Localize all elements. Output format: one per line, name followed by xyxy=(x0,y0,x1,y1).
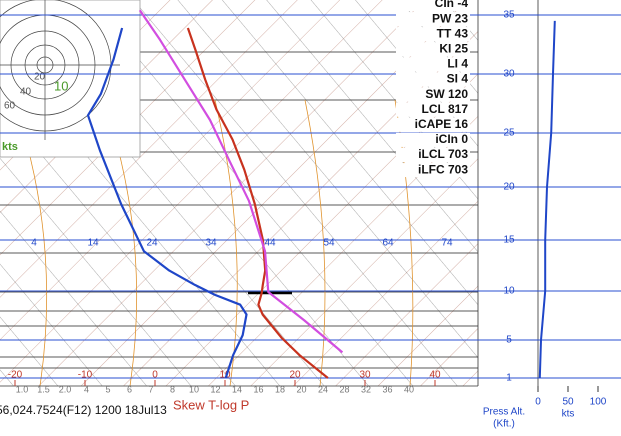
index-background xyxy=(396,117,470,132)
mixing-ratio-label: 5 xyxy=(105,384,110,394)
mixing-ratio-label: 18 xyxy=(275,384,285,394)
index-background xyxy=(396,102,470,117)
index-background xyxy=(396,42,470,57)
index-label: SI 4 xyxy=(447,72,469,86)
index-background xyxy=(396,12,470,27)
mixing-ratio-label: 28 xyxy=(339,384,349,394)
hodograph-ring-label: 40 xyxy=(20,87,32,98)
index-label: iLFC 703 xyxy=(418,162,468,176)
mixing-ratio-label: 1.5 xyxy=(37,384,50,394)
mixing-ratio-label: 8 xyxy=(170,384,175,394)
x-tick-label: 0 xyxy=(152,370,158,381)
index-background xyxy=(396,57,470,72)
index-label: iCIn 0 xyxy=(435,132,468,146)
index-label: iCAPE 16 xyxy=(415,117,469,131)
mixing-ratio-label: 32 xyxy=(361,384,371,394)
y-tick-label: 10 xyxy=(503,286,515,297)
mixing-ratio-label: 10 xyxy=(189,384,199,394)
y-tick-label: 5 xyxy=(506,335,512,346)
sounding-line xyxy=(186,27,329,379)
index-background xyxy=(396,27,470,42)
y-axis-label: Press Alt. xyxy=(483,407,525,418)
mixing-ratio-label: 6 xyxy=(127,384,132,394)
index-background xyxy=(396,87,470,102)
isotherm-label: 24 xyxy=(146,238,158,249)
hodograph-ring-label: 20 xyxy=(34,72,46,83)
isotherm-label: 34 xyxy=(205,238,217,249)
mixing-ratio-label: 24 xyxy=(318,384,328,394)
index-label: CIn -4 xyxy=(435,0,469,10)
y-tick-label: 20 xyxy=(503,182,515,193)
mixing-ratio-label: 12 xyxy=(210,384,220,394)
index-label: SW 120 xyxy=(425,87,468,101)
y-axis-label: (Kft.) xyxy=(493,419,515,430)
index-label: TT 43 xyxy=(437,26,469,40)
index-background xyxy=(396,0,470,11)
mixing-ratio-label: 40 xyxy=(404,384,414,394)
x-tick-label: 10 xyxy=(219,370,231,381)
y-tick-label: 25 xyxy=(503,128,515,139)
isotherm-label: 14 xyxy=(87,238,99,249)
index-label: iLCL 703 xyxy=(418,147,468,161)
x-tick-label: 30 xyxy=(359,370,371,381)
mixing-ratio-label: 16 xyxy=(253,384,263,394)
traces xyxy=(86,9,344,379)
index-background xyxy=(396,148,470,162)
caption: 56,024.7524(F12) 1200 18Jul13 xyxy=(0,403,167,417)
mixing-ratio-label: 4 xyxy=(84,384,89,394)
sounding-line xyxy=(86,27,248,379)
y-tick-label: 35 xyxy=(503,10,515,21)
wind-tick-label: 100 xyxy=(590,397,607,408)
chart-title: Skew T-log P xyxy=(173,397,249,412)
index-label: PW 23 xyxy=(432,11,468,25)
x-tick-label: 20 xyxy=(289,370,301,381)
index-label: LCL 817 xyxy=(422,102,469,116)
y-tick-label: 1 xyxy=(506,373,512,384)
mixing-ratio-label: 7 xyxy=(148,384,153,394)
pressure-lines xyxy=(0,51,478,369)
hodograph-unit: kts xyxy=(2,141,18,153)
x-tick-label: -20 xyxy=(8,370,23,381)
index-background xyxy=(396,72,470,87)
isotherm-label: 54 xyxy=(323,238,335,249)
wind-tick-label: 50 xyxy=(562,397,574,408)
index-label: LI 4 xyxy=(447,57,468,71)
wind-tick-label: 0 xyxy=(535,397,541,408)
mixing-ratio-label: 36 xyxy=(382,384,392,394)
wind-speed-line xyxy=(538,20,556,379)
index-label: KI 25 xyxy=(439,41,468,55)
mixing-ratio-label: 1.0 xyxy=(16,384,29,394)
y-tick-label: 15 xyxy=(503,235,515,246)
hodograph-label: 10 xyxy=(54,78,68,93)
isotherm-label: 64 xyxy=(382,238,394,249)
wind-axis-label: kts xyxy=(562,409,575,420)
index-background xyxy=(396,163,470,178)
y-tick-label: 30 xyxy=(503,69,515,80)
x-tick-label: -10 xyxy=(78,370,93,381)
x-tick-label: 40 xyxy=(429,370,441,381)
isotherm-label: 74 xyxy=(441,238,453,249)
hodograph-ring-label: 60 xyxy=(4,101,16,112)
isotherm-label: 44 xyxy=(264,238,276,249)
isotherm-label: 4 xyxy=(31,238,37,249)
hodograph-panel xyxy=(0,0,141,158)
mixing-ratio-label: 14 xyxy=(232,384,242,394)
sounding-line xyxy=(138,9,344,354)
index-background xyxy=(396,132,470,147)
mixing-ratio-label: 2.0 xyxy=(59,384,72,394)
mixing-ratio-label: 20 xyxy=(296,384,306,394)
